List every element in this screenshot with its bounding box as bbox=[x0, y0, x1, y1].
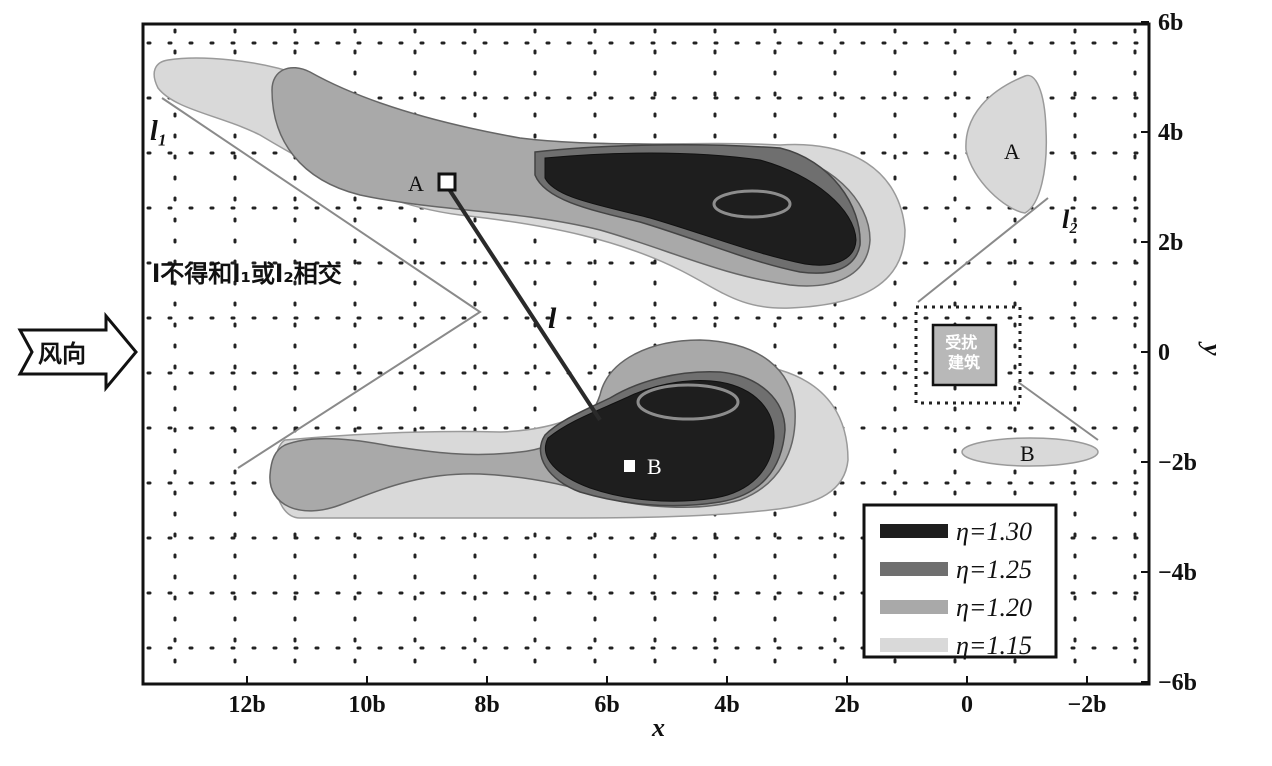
legend-label: η=1.30 bbox=[956, 517, 1032, 546]
disturbed-zone bbox=[914, 305, 1022, 405]
lower-region-eta-130 bbox=[544, 380, 775, 502]
region-b-label: B bbox=[1020, 441, 1035, 466]
upper-peak-ring bbox=[712, 189, 792, 219]
wind-direction-label: 风向 bbox=[38, 340, 86, 368]
legend-label: η=1.20 bbox=[956, 593, 1032, 622]
y-axis-title: y bbox=[1198, 341, 1227, 356]
disturbed-building bbox=[931, 323, 998, 387]
wind-arrow-shape bbox=[17, 311, 138, 393]
legend-label: η=1.25 bbox=[956, 555, 1032, 584]
x-tick-label: 10b bbox=[348, 692, 385, 718]
line-l2-lower bbox=[1017, 381, 1099, 441]
legend-swatch bbox=[880, 600, 948, 614]
y-axis: 6b 4b 2b 0 −2b −4b −6b bbox=[1141, 10, 1197, 696]
building-b-label: B bbox=[647, 454, 662, 479]
x-tick-label: 4b bbox=[714, 692, 739, 718]
lower-contour-region bbox=[269, 339, 849, 519]
line-l-label: l bbox=[548, 302, 557, 335]
y-tick-label: −2b bbox=[1158, 450, 1197, 476]
legend-swatch bbox=[880, 524, 948, 538]
x-tick-label: −2b bbox=[1067, 692, 1106, 718]
wind-direction-arrow: 风向 bbox=[17, 311, 138, 393]
legend-label: η=1.15 bbox=[956, 631, 1032, 660]
upper-contour-region bbox=[153, 57, 906, 309]
disturbed-building-label: 受扰 建筑 bbox=[945, 333, 983, 372]
region-a-shape bbox=[965, 74, 1048, 214]
building-a-label: A bbox=[408, 171, 424, 196]
y-tick-label: −6b bbox=[1158, 670, 1197, 696]
y-tick-label: 2b bbox=[1158, 230, 1183, 256]
lower-peak-ring bbox=[636, 383, 740, 421]
building-a-marker bbox=[437, 172, 457, 192]
x-axis-title: x bbox=[651, 713, 665, 742]
x-tick-label: 8b bbox=[474, 692, 499, 718]
line-l1 bbox=[161, 97, 482, 469]
building-b-marker bbox=[624, 460, 635, 472]
legend-swatch bbox=[880, 562, 948, 576]
x-tick-label: 6b bbox=[594, 692, 619, 718]
legend: η=1.30 η=1.25 η=1.20 η=1.15 bbox=[862, 503, 1058, 660]
line-l1-label: l₁ bbox=[150, 116, 168, 147]
x-tick-label: 12b bbox=[228, 692, 265, 718]
upper-region-eta-130 bbox=[544, 152, 857, 266]
x-tick-label: 2b bbox=[834, 692, 859, 718]
line-l2-label: l₂ bbox=[1062, 205, 1078, 234]
region-b-shape bbox=[961, 437, 1099, 467]
region-a-label: A bbox=[1004, 139, 1020, 164]
constraint-annotation: l不得和l₁或l₂相交 bbox=[152, 260, 342, 288]
x-tick-label: 0 bbox=[961, 692, 973, 718]
line-l2-upper bbox=[917, 197, 1049, 303]
y-tick-label: 0 bbox=[1158, 340, 1170, 366]
line-l bbox=[445, 184, 602, 422]
y-tick-label: 6b bbox=[1158, 10, 1183, 36]
y-tick-label: 4b bbox=[1158, 120, 1183, 146]
legend-swatch bbox=[880, 638, 948, 652]
x-axis: 12b 10b 8b 6b 4b 2b 0 −2b bbox=[228, 676, 1107, 718]
y-tick-label: −4b bbox=[1158, 560, 1197, 586]
